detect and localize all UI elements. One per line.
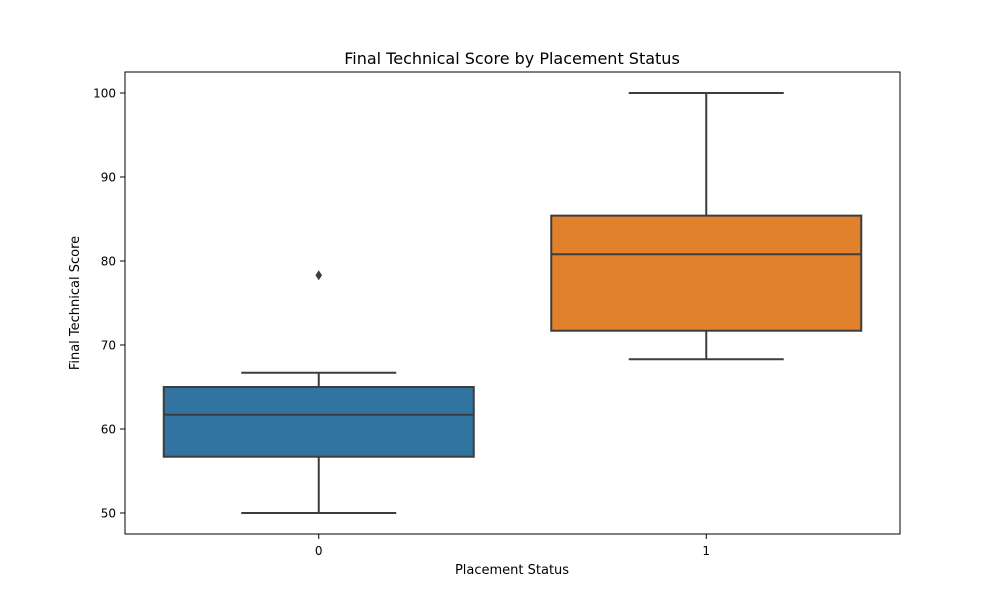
y-axis-label: Final Technical Score	[68, 236, 83, 370]
box-iqr	[162, 386, 475, 458]
y-tick-label: 100	[93, 87, 116, 101]
x-tick-label: 1	[702, 544, 710, 558]
x-axis-label: Placement Status	[455, 563, 569, 578]
y-tick-label: 80	[101, 255, 116, 269]
y-tick-label: 50	[101, 507, 116, 521]
y-tick-label: 60	[101, 423, 116, 437]
plot-frame	[124, 71, 901, 535]
x-tick-label: 0	[315, 544, 323, 558]
y-tick-label: 70	[101, 339, 116, 353]
outlier-point	[315, 270, 323, 281]
chart-title: Final Technical Score by Placement Statu…	[344, 49, 680, 68]
y-tick-label: 90	[101, 171, 116, 185]
box-iqr	[550, 214, 863, 332]
